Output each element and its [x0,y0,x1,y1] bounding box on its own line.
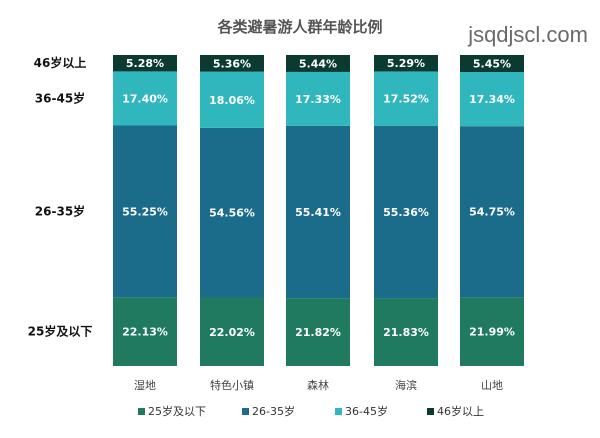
bar-segment [113,297,177,366]
category-labels: 湿地 特色小镇 森林 海滨 山地 [134,378,503,392]
data-label: 21.82% [295,326,341,339]
legend-swatch [138,408,145,415]
bar-segment [374,55,438,72]
data-label: 22.13% [122,326,168,339]
bar-segment [374,298,438,366]
bar-segment [460,55,524,73]
bar-segment [286,125,350,299]
data-label: 54.56% [209,207,255,220]
row-label: 36-45岁 [35,90,85,105]
row-label: 25岁及以下 [28,324,93,339]
chart-title: 各类避暑游人群年龄比例 [216,18,382,36]
data-label: 55.36% [383,206,429,219]
bar-segment [200,127,264,298]
legend-label: 46岁以上 [437,404,484,418]
bars: 22.13% 55.25% 17.40% 5.28% 22.02% 54.56% 18.06… [113,55,524,366]
bar-segment [286,298,350,366]
bar-segment [113,71,177,126]
bar-segment [374,125,438,299]
data-label: 5.28% [126,57,164,70]
data-label: 5.45% [473,58,511,71]
data-label: 17.52% [383,93,429,106]
bar-segment [113,125,177,298]
bar-segment [286,55,350,72]
data-label: 17.40% [122,92,168,105]
legend-swatch [335,408,342,415]
row-labels: 25岁及以下 26-35岁 36-45岁 46岁以上 [28,55,93,338]
legend-label: 25岁及以下 [148,404,206,418]
row-label: 26-35岁 [35,203,85,218]
bar-segment [460,126,524,298]
bar-segment [200,297,264,366]
watermark: jsqdjscl.com [467,22,588,47]
data-label: 55.41% [295,206,341,219]
bar-segment [460,297,524,366]
data-label: 54.75% [469,206,515,219]
category-label: 海滨 [395,378,417,392]
legend-label: 26-35岁 [252,404,295,418]
category-label: 山地 [481,379,503,392]
data-label: 21.83% [383,326,429,339]
data-label: 5.36% [213,57,251,70]
bar-segment [286,71,350,126]
row-label: 46岁以上 [34,55,87,70]
data-label: 17.33% [295,93,341,106]
data-label: 5.29% [387,57,425,70]
bar-segment [200,55,264,72]
legend-swatch [427,408,434,415]
bar-segment [113,55,177,72]
data-label: 22.02% [209,326,255,339]
legend-label: 36-45岁 [345,404,388,418]
category-label: 特色小镇 [210,378,254,392]
data-label: 18.06% [209,94,255,107]
category-label: 湿地 [134,379,156,392]
legend: 25岁及以下 26-35岁 36-45岁 46岁以上 [138,404,484,418]
category-label: 森林 [307,378,329,392]
data-label: 17.34% [469,93,515,106]
bar-segment [460,72,524,127]
bar-segment [374,71,438,126]
data-label: 21.99% [469,326,515,339]
legend-swatch [242,408,249,415]
data-label: 5.44% [299,57,337,70]
data-label: 55.25% [122,205,168,218]
bar-segment [200,71,264,128]
